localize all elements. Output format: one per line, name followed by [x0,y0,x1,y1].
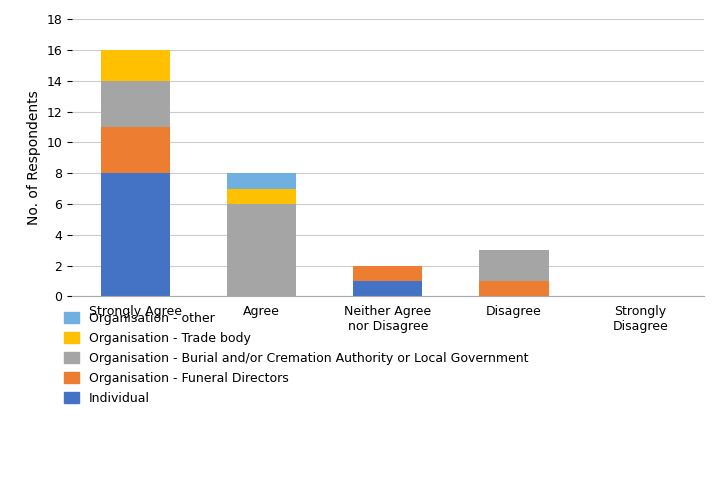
Bar [101,173,170,296]
Y-axis label: No. of Respondents: No. of Respondents [27,90,41,225]
Bar [101,50,170,81]
Bar [353,281,422,296]
Bar [479,281,549,296]
Bar [227,173,297,188]
Legend: Organisation - other, Organisation - Trade body, Organisation - Burial and/or Cr: Organisation - other, Organisation - Tra… [64,312,528,405]
Bar [227,204,297,296]
Bar [353,266,422,281]
Bar [227,188,297,204]
Bar [479,250,549,281]
Bar [101,81,170,127]
Bar [101,127,170,173]
